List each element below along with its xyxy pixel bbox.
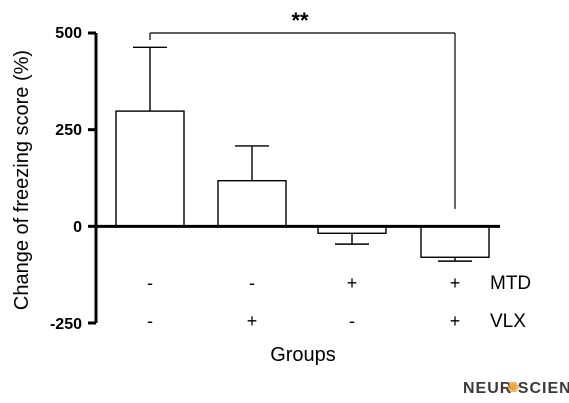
y-tick-label-0: 0 — [73, 219, 82, 236]
x-axis-label: Groups — [270, 344, 336, 366]
neuroscience-logo: NEUR SCIENCE — [463, 380, 569, 397]
vlx-sign-group-3: - — [349, 311, 355, 331]
atom-icon — [507, 381, 519, 393]
y-tick-label-neg250: -250 — [50, 316, 82, 333]
mtd-sign-group-1: - — [147, 273, 153, 293]
vlx-sign-group-1: - — [147, 311, 153, 331]
vlx-sign-group-2: + — [247, 311, 258, 331]
mtd-sign-group-2: - — [249, 273, 255, 293]
chart-marks — [88, 31, 500, 325]
y-axis-label: Change of freezing score (%) — [11, 50, 33, 310]
vlx-sign-group-4: + — [450, 311, 461, 331]
bar-group-4 — [420, 225, 490, 258]
y-tick-label-250: 250 — [55, 122, 82, 139]
bar-group-1 — [115, 110, 185, 228]
mtd-sign-group-4: + — [450, 273, 461, 293]
factor-label-mtd: MTD — [490, 273, 531, 294]
bar-group-2 — [217, 180, 287, 228]
y-tick-label-500: 500 — [55, 25, 82, 42]
significance-label: ** — [291, 8, 309, 33]
mtd-sign-group-3: + — [347, 273, 358, 293]
factor-label-vlx: VLX — [490, 311, 526, 332]
